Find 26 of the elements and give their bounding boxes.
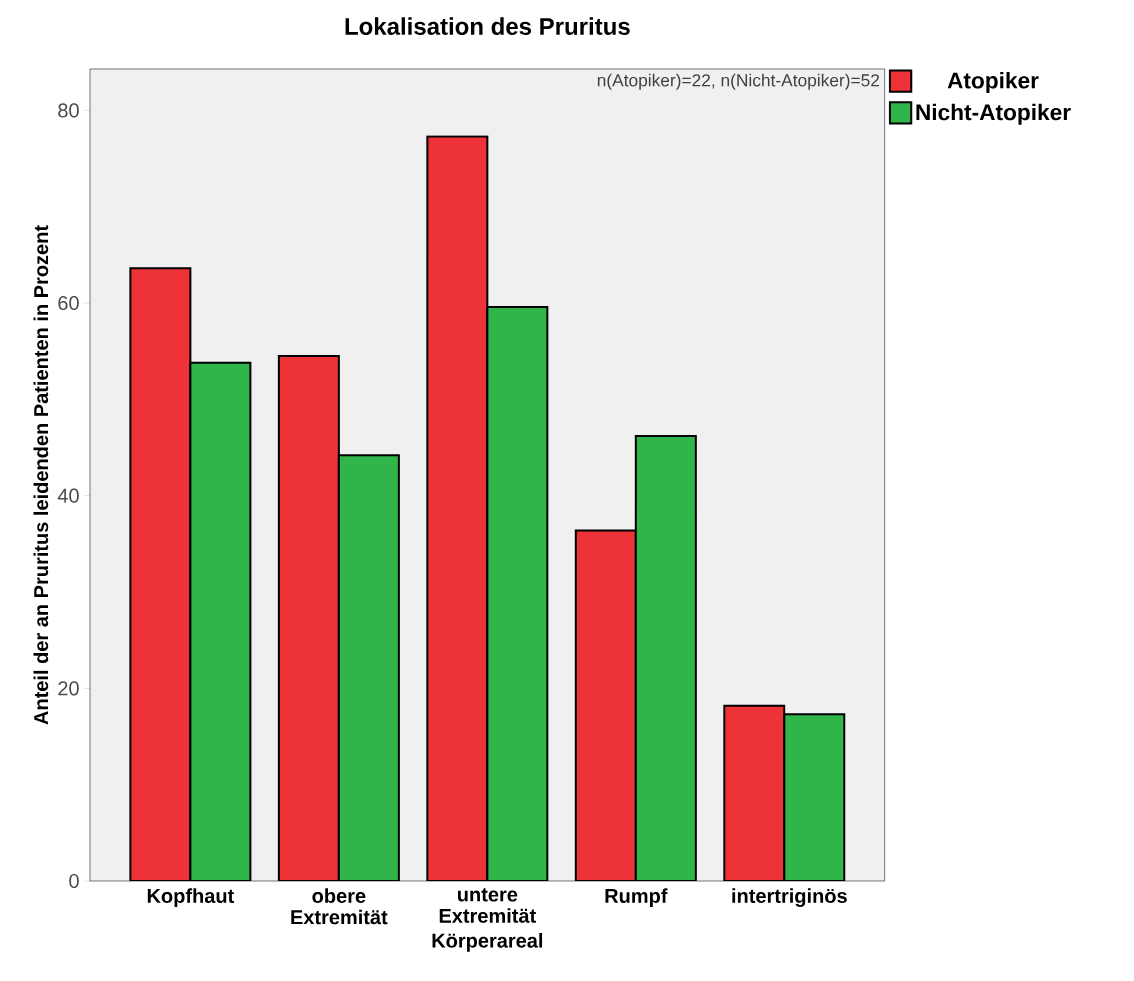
y-tick-label: 20: [58, 681, 79, 696]
x-tick-label: Kopfhaut: [147, 888, 235, 907]
bar: [575, 530, 636, 881]
bar: [427, 136, 488, 881]
y-tick-label: 60: [58, 295, 79, 311]
bar: [190, 362, 251, 881]
x-axis-title: Körperareal: [432, 933, 543, 952]
y-tick-label: 40: [57, 488, 79, 503]
x-tick-label: Rumpf: [605, 888, 668, 907]
bar: [338, 455, 399, 881]
y-tick-label: 0: [69, 873, 79, 889]
chart-title: Lokalisation des Pruritus: [345, 17, 630, 35]
annotation: n(Atopiker)=22, n(Nicht-Atopiker)=52: [597, 73, 880, 90]
y-tick-label: 80: [58, 103, 79, 118]
bar: [783, 713, 846, 881]
x-tick-label: intertriginös: [732, 888, 847, 908]
bar: [635, 435, 696, 881]
x-tick-label: untere Extremität: [439, 888, 536, 923]
bar: [487, 306, 548, 881]
x-tick-label: obere Extremität: [291, 888, 388, 925]
bar: [723, 704, 786, 881]
y-axis-title: Anteil der an Pruritus leidenden Patienten in Prozent: [33, 225, 49, 725]
legend-label: Nicht-Atopiker: [916, 103, 1071, 125]
legend-label: Atopiker: [947, 71, 1039, 94]
bar: [278, 356, 339, 881]
bar: [130, 268, 191, 881]
